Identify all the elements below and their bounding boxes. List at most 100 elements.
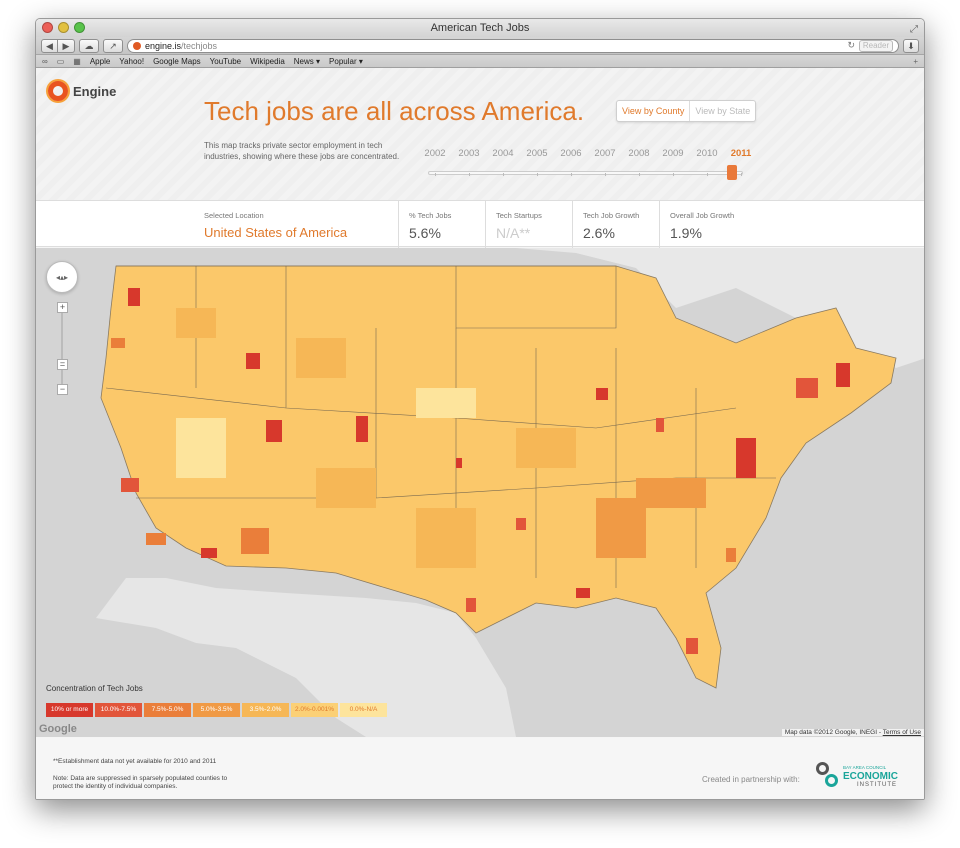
browser-window: American Tech Jobs ⤢ ◀ ▶ ☁ ↗ engine.is /… <box>35 18 925 800</box>
us-county-map[interactable] <box>36 248 925 737</box>
zoom-in-button[interactable]: + <box>57 302 68 313</box>
zoom-slider-handle[interactable]: = <box>57 359 68 370</box>
medium-concentration-counties <box>176 308 706 568</box>
nav-buttons: ◀ ▶ <box>41 38 75 53</box>
engine-logo[interactable]: Engine <box>48 81 116 101</box>
stat-label: % Tech Jobs <box>409 211 452 220</box>
reader-button[interactable]: Reader <box>859 39 893 52</box>
bookmark-news[interactable]: News ▾ <box>293 56 321 66</box>
zoom-out-button[interactable]: − <box>57 384 68 395</box>
year-2009[interactable]: 2009 <box>662 148 684 159</box>
year-2011[interactable]: 2011 <box>730 148 752 159</box>
year-2007[interactable]: 2007 <box>594 148 616 159</box>
year-slider-tick <box>673 173 674 176</box>
year-slider-handle[interactable] <box>727 165 737 180</box>
canada-land <box>36 248 924 368</box>
map-canvas[interactable]: ◂▴▸ + = − Concentration of Tech Jobs 10%… <box>36 248 925 737</box>
forward-button[interactable]: ▶ <box>58 38 75 53</box>
footnote-suppression: Note: Data are suppressed in sparsely po… <box>53 775 228 790</box>
minimize-window-button[interactable] <box>58 22 69 33</box>
map-pan-control[interactable]: ◂▴▸ <box>46 261 78 293</box>
bac-institute-text: INSTITUTE <box>857 781 897 788</box>
bookmark-popular[interactable]: Popular ▾ <box>329 56 363 66</box>
year-2008[interactable]: 2008 <box>628 148 650 159</box>
stat-value: 1.9% <box>670 225 702 241</box>
year-labels: 2002 2003 2004 2005 2006 2007 2008 2009 … <box>418 148 758 159</box>
year-2004[interactable]: 2004 <box>492 148 514 159</box>
map-credit: Map data ©2012 Google, INEGI - Terms of … <box>781 729 924 736</box>
address-bar[interactable]: engine.is /techjobs ↻ Reader <box>127 38 899 53</box>
bookmark-google-maps[interactable]: Google Maps <box>153 56 201 66</box>
view-by-county-button[interactable]: View by County <box>617 101 691 121</box>
view-toggle: View by County View by State <box>616 100 757 122</box>
legend-item: 0.0%-N/A <box>340 703 387 717</box>
close-window-button[interactable] <box>42 22 53 33</box>
year-2010[interactable]: 2010 <box>696 148 718 159</box>
page-content: Engine Tech jobs are all across America.… <box>36 68 925 799</box>
zoom-slider[interactable] <box>61 313 63 359</box>
stat-tech-jobs: % Tech Jobs 5.6% <box>398 201 485 248</box>
partner-text: Created in partnership with: <box>702 775 800 784</box>
stat-tech-job-growth: Tech Job Growth 2.6% <box>572 201 659 248</box>
icloud-button[interactable]: ☁ <box>79 38 99 53</box>
legend-item: 10.0%-7.5% <box>95 703 142 717</box>
mexico-land <box>96 578 516 737</box>
site-favicon-icon <box>133 41 141 50</box>
page-header: Engine Tech jobs are all across America.… <box>36 68 924 200</box>
high-concentration-counties <box>111 288 850 654</box>
reading-list-icon[interactable]: ∞ <box>42 56 48 66</box>
downloads-button[interactable]: ⬇ <box>903 38 919 53</box>
state-borders-north <box>116 265 617 329</box>
terms-of-use-link[interactable]: Terms of Use <box>882 729 921 736</box>
stat-selected-location: Selected Location United States of Ameri… <box>194 201 398 248</box>
stat-label: Tech Job Growth <box>583 211 640 220</box>
bookmarks-icon[interactable]: ▭ <box>56 56 65 66</box>
year-slider-tick <box>741 173 742 176</box>
year-slider-tick <box>605 173 606 176</box>
browser-toolbar: ◀ ▶ ☁ ↗ engine.is /techjobs ↻ Reader ⬇ <box>36 37 924 55</box>
bookmark-yahoo[interactable]: Yahoo! <box>119 56 145 66</box>
back-button[interactable]: ◀ <box>41 38 58 53</box>
top-sites-icon[interactable]: ▦ <box>73 56 81 66</box>
legend-item: 3.5%-2.0% <box>242 703 289 717</box>
stat-label: Tech Startups <box>496 211 542 220</box>
bookmark-youtube[interactable]: YouTube <box>209 56 242 66</box>
fullscreen-icon[interactable]: ⤢ <box>910 24 918 35</box>
maximize-window-button[interactable] <box>74 22 85 33</box>
stat-tech-startups: Tech Startups N/A** <box>485 201 572 248</box>
engine-logo-icon <box>48 81 68 101</box>
year-2006[interactable]: 2006 <box>560 148 582 159</box>
bac-big-text: ECONOMIC <box>843 770 898 782</box>
year-slider-tick <box>469 173 470 176</box>
bay-area-council-logo[interactable]: BAY AREA COUNCIL ECONOMIC INSTITUTE <box>816 762 898 790</box>
year-slider-track[interactable] <box>428 171 743 175</box>
window-title: American Tech Jobs <box>430 22 530 34</box>
legend-items: 10% or more 10.0%-7.5% 7.5%-5.0% 5.0%-3.5% 3… <box>46 703 387 717</box>
stat-label: Overall Job Growth <box>670 211 735 220</box>
url-host: engine.is <box>145 40 182 51</box>
legend-title: Concentration of Tech Jobs <box>46 684 143 693</box>
logo-text: Engine <box>73 83 117 99</box>
bookmark-apple[interactable]: Apple <box>89 56 111 66</box>
stat-value: 5.6% <box>409 225 441 241</box>
zoom-slider-lower[interactable] <box>61 370 63 384</box>
stats-bar: Selected Location United States of Ameri… <box>36 200 924 248</box>
bac-small-text: BAY AREA COUNCIL <box>843 764 887 770</box>
year-slider-tick <box>503 173 504 176</box>
map-description: This map tracks private sector employmen… <box>204 141 400 161</box>
year-2005[interactable]: 2005 <box>526 148 548 159</box>
view-by-state-button[interactable]: View by State <box>695 106 751 116</box>
stat-label: Selected Location <box>204 211 264 220</box>
bookmark-wikipedia[interactable]: Wikipedia <box>250 56 285 66</box>
stat-value: 2.6% <box>583 225 615 241</box>
google-logo[interactable]: Google <box>39 723 77 735</box>
year-slider-tick <box>435 173 436 176</box>
new-tab-icon[interactable]: + <box>913 56 918 66</box>
year-2003[interactable]: 2003 <box>458 148 480 159</box>
year-2002[interactable]: 2002 <box>424 148 446 159</box>
map-zoom-control: + = − <box>57 302 68 395</box>
year-slider-tick <box>639 173 640 176</box>
share-button[interactable]: ↗ <box>103 38 123 53</box>
reload-icon[interactable]: ↻ <box>847 40 855 50</box>
page-title: Tech jobs are all across America. <box>204 96 585 126</box>
